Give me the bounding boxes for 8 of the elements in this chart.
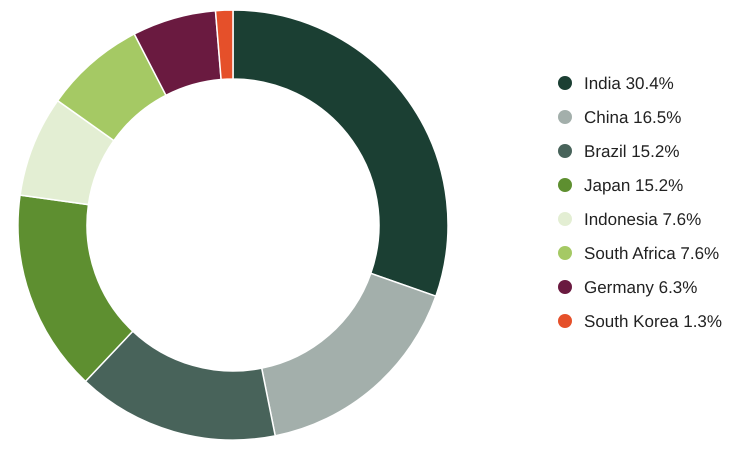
legend-label: India 30.4% (584, 74, 674, 93)
legend-label: Brazil 15.2% (584, 142, 680, 161)
legend-label: South Africa 7.6% (584, 244, 720, 263)
legend-label: Japan 15.2% (584, 176, 684, 195)
legend-label: Germany 6.3% (584, 278, 698, 297)
legend-label: China 16.5% (584, 108, 682, 127)
legend-label: South Korea 1.3% (584, 312, 722, 331)
legend-label: Indonesia 7.6% (584, 210, 702, 229)
